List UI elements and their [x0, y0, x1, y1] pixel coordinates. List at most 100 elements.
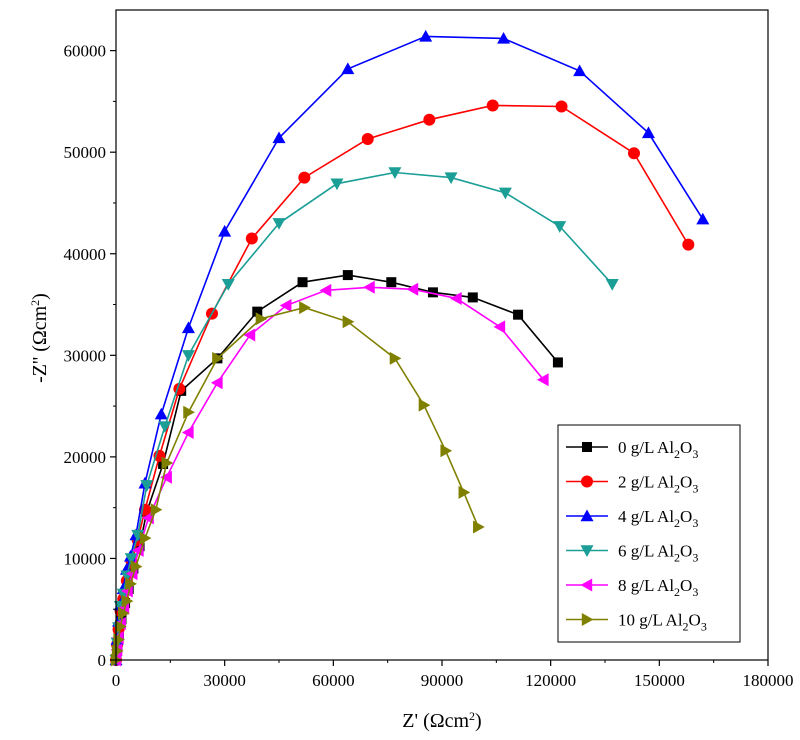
data-point: [330, 178, 344, 191]
data-point: [486, 99, 499, 112]
x-tick-label: 150000: [634, 671, 685, 690]
data-point: [696, 212, 710, 225]
y-tick-label: 40000: [64, 245, 107, 264]
series-5: [110, 301, 485, 667]
data-point: [139, 531, 152, 545]
data-point: [444, 172, 458, 185]
data-point: [627, 147, 640, 160]
x-tick-label: 60000: [312, 671, 355, 690]
data-point: [181, 350, 195, 362]
legend-box: [557, 424, 741, 643]
series-0: [111, 270, 563, 665]
axes: 0 30000 60000 90000 120000 150000 180000 0 10000…: [64, 9, 794, 690]
data-point: [427, 287, 438, 298]
legend-marker: [580, 545, 594, 557]
data-point: [440, 444, 453, 458]
data-point: [449, 291, 462, 305]
series-line: [115, 306, 479, 661]
data-point: [298, 171, 311, 184]
data-point: [498, 187, 512, 200]
legend-marker: [580, 578, 593, 592]
data-point: [121, 594, 134, 608]
x-tick-label: 30000: [203, 671, 246, 690]
data-point: [552, 357, 563, 368]
x-tick-label: 90000: [421, 671, 464, 690]
data-point: [473, 520, 485, 534]
data-point: [125, 577, 137, 591]
data-point: [497, 31, 511, 44]
y-tick-label: 0: [98, 651, 107, 670]
data-point: [536, 373, 549, 387]
data-point: [423, 113, 436, 126]
data-point: [161, 456, 174, 470]
data-point: [605, 279, 619, 291]
legend-label: 2 g/L Al2O3: [618, 473, 698, 496]
data-point: [493, 320, 506, 334]
data-point: [118, 606, 130, 620]
y-tick-label: 10000: [64, 549, 107, 568]
data-point: [319, 283, 332, 297]
data-point: [555, 100, 568, 113]
y-tick-label: 50000: [64, 143, 107, 162]
data-point: [154, 407, 168, 420]
x-tick-label: 120000: [525, 671, 576, 690]
legend-marker: [580, 509, 594, 522]
data-point: [272, 218, 286, 230]
data-point: [458, 485, 471, 499]
series-line: [115, 286, 545, 661]
legend-label: 4 g/L Al2O3: [618, 507, 698, 530]
data-point: [160, 470, 172, 484]
data-point: [183, 405, 195, 419]
data-point: [418, 398, 431, 412]
series-4: [109, 280, 549, 667]
data-point: [279, 299, 292, 313]
data-point: [341, 62, 355, 75]
data-point: [218, 224, 232, 237]
data-point: [513, 309, 524, 320]
data-point: [124, 553, 138, 565]
x-axis-title: Z' (Ωcm2): [402, 709, 481, 732]
data-point: [115, 619, 127, 633]
legend-label: 6 g/L Al2O3: [618, 542, 698, 565]
data-point: [389, 351, 402, 365]
data-point: [255, 312, 268, 326]
data-point: [158, 421, 172, 433]
data-point: [342, 270, 353, 281]
y-tick-label: 20000: [64, 448, 107, 467]
data-point: [252, 306, 263, 317]
data-point: [272, 131, 286, 144]
data-point: [297, 277, 308, 288]
legend-marker: [582, 442, 592, 452]
legend-marker: [581, 475, 593, 488]
data-point: [245, 232, 258, 245]
data-point: [406, 282, 419, 296]
data-point: [386, 277, 397, 288]
legend-marker: [581, 613, 594, 626]
data-point: [150, 503, 163, 517]
data-point: [641, 126, 655, 139]
y-tick-label: 60000: [64, 42, 107, 61]
legend-label: 0 g/L Al2O3: [618, 438, 698, 461]
data-point: [363, 280, 375, 294]
x-tick-label: 180000: [743, 671, 794, 690]
data-point: [361, 132, 374, 145]
y-axis-title: -Z'' (Ωcm2): [28, 293, 51, 383]
x-tick-label: 0: [112, 671, 121, 690]
data-point: [181, 321, 195, 334]
data-point: [181, 426, 194, 439]
data-point: [243, 328, 256, 342]
legend-label: 10 g/L Al2O3: [618, 611, 707, 634]
legend: 0 g/L Al2O3 2 g/L Al2O3 4 g/L Al2O3 6 g/L A…: [557, 424, 741, 643]
data-point: [467, 292, 478, 303]
data-point: [140, 480, 154, 492]
data-point: [221, 279, 235, 291]
data-point: [419, 29, 433, 42]
data-point: [130, 560, 143, 574]
data-point: [111, 644, 124, 658]
data-point: [299, 301, 311, 315]
data-point: [212, 351, 224, 365]
y-tick-label: 30000: [64, 346, 107, 365]
data-point: [573, 64, 587, 77]
data-point: [342, 315, 355, 329]
